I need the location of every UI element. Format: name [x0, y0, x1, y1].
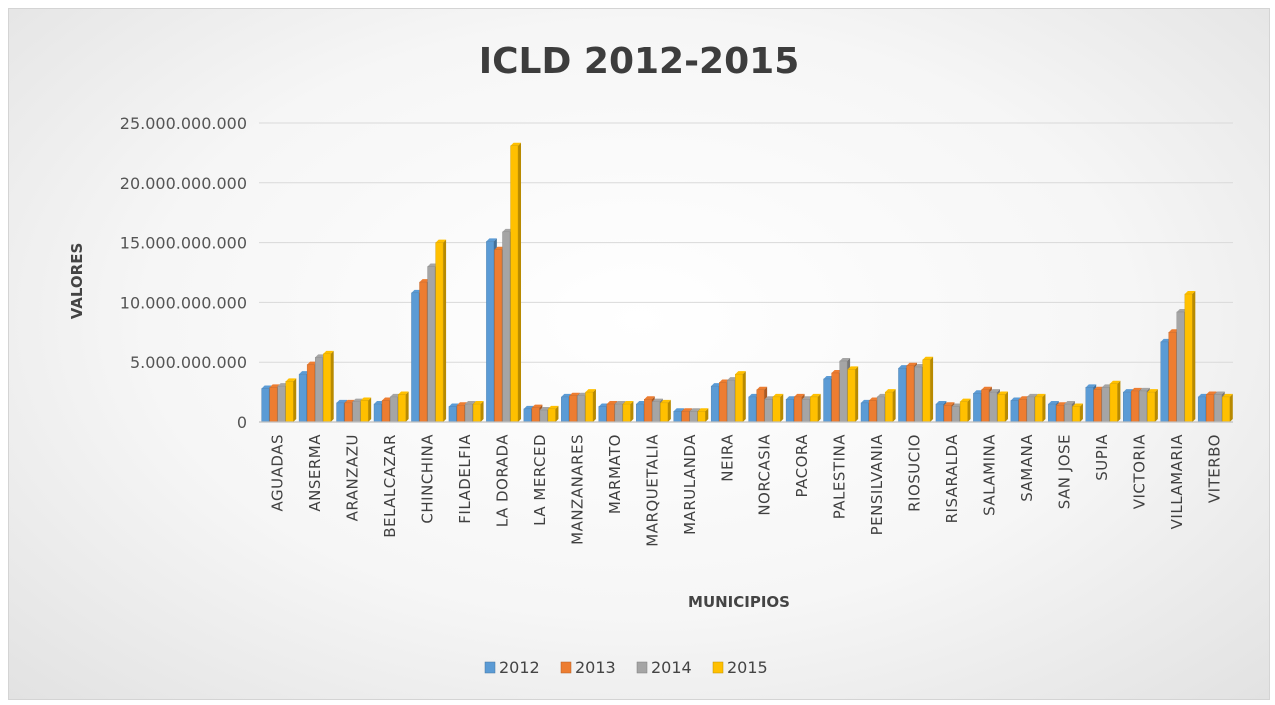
chart-title: ICLD 2012-2015 — [479, 41, 800, 82]
legend-item: 2013 — [560, 658, 616, 677]
x-tick-label: ARANZAZU — [344, 434, 362, 521]
x-tick-label: VICTORIA — [1130, 434, 1148, 509]
chart-area: ICLD 2012-2015 0 5.000.000.000 10.000.000.… — [8, 8, 1270, 700]
bar — [323, 350, 334, 423]
legend-label: 2013 — [575, 658, 616, 677]
bar — [1109, 380, 1121, 423]
x-tick-label: CHINCHINA — [419, 434, 437, 524]
x-tick-label: SALAMINA — [981, 434, 999, 516]
bar — [922, 356, 934, 423]
x-axis-label: MUNICIPIOS — [688, 593, 790, 611]
x-tick-label: MANZANARES — [568, 434, 586, 545]
legend-item: 2015 — [712, 658, 768, 677]
bar — [585, 389, 596, 423]
bar — [472, 401, 484, 423]
x-tick-label: SAN JOSE — [1055, 434, 1073, 509]
x-tick-label: AGUADAS — [269, 434, 287, 511]
gridlines — [259, 122, 1233, 363]
bar — [510, 142, 522, 423]
bar — [1147, 389, 1158, 423]
bar — [1072, 403, 1083, 423]
bars — [261, 142, 1233, 423]
x-tick-label: NORCASIA — [756, 434, 774, 516]
bar — [884, 389, 896, 423]
bar — [360, 397, 372, 423]
legend-label: 2015 — [727, 658, 768, 677]
bar — [1184, 291, 1196, 423]
x-tick-label: PALESTINA — [831, 434, 849, 520]
x-tick-label: MARQUETALIA — [643, 434, 661, 547]
x-tick-label: SUPIA — [1093, 434, 1111, 481]
legend-label: 2012 — [499, 658, 540, 677]
bar — [697, 408, 709, 423]
bar — [1034, 393, 1046, 423]
x-tick-label: SAMANA — [1018, 434, 1036, 502]
legend-swatch — [636, 661, 648, 674]
legend-swatch — [560, 661, 572, 674]
x-tick-label: LA MERCED — [531, 434, 549, 526]
legend-item: 2014 — [636, 658, 692, 677]
bar — [959, 398, 971, 423]
y-tick-label: 5.000.000.000 — [130, 353, 247, 372]
y-tick-label: 25.000.000.000 — [120, 114, 247, 133]
legend-item: 2012 — [484, 658, 540, 677]
legend-label: 2014 — [651, 658, 692, 677]
x-tick-label: FILADELFIA — [456, 434, 474, 524]
x-tick-label: PENSILVANIA — [868, 434, 886, 536]
y-tick-label: 15.000.000.000 — [120, 234, 247, 253]
y-tick-label: 10.000.000.000 — [120, 293, 247, 312]
bar — [1222, 393, 1233, 423]
x-tick-label: MARMATO — [606, 434, 624, 514]
y-axis-label: VALORES — [68, 243, 86, 320]
x-tick-label: PACORA — [793, 434, 811, 498]
x-tick-label: RISARALDA — [943, 434, 961, 524]
y-tick-label: 0 — [237, 413, 247, 432]
x-tick-label: BELALCAZAR — [381, 434, 399, 538]
x-tick-label: VILLAMARIA — [1168, 434, 1186, 530]
x-tick-label: NEIRA — [718, 434, 736, 482]
x-axis-ticks: AGUADAS ANSERMA ARANZAZU BELALCAZAR CHINCHIN… — [269, 434, 1224, 547]
y-tick-label: 20.000.000.000 — [120, 174, 247, 193]
x-tick-label: LA DORADA — [494, 434, 512, 527]
bar — [810, 393, 821, 423]
legend-swatch — [712, 661, 724, 674]
x-tick-label: MARULANDA — [681, 434, 699, 535]
y-axis-ticks: 0 5.000.000.000 10.000.000.000 15.000.000.0… — [120, 114, 247, 432]
legend-swatch — [484, 661, 496, 674]
bar — [735, 371, 746, 423]
x-tick-label: VITERBO — [1205, 434, 1223, 503]
bar — [547, 405, 559, 423]
bar — [435, 239, 447, 423]
legend: 2012 2013 2014 2015 — [484, 658, 768, 677]
bar — [397, 391, 409, 423]
bar — [622, 401, 634, 423]
bar — [997, 391, 1009, 423]
bar — [285, 378, 297, 423]
bar — [847, 366, 859, 423]
bar — [772, 393, 784, 423]
x-tick-label: RIOSUCIO — [906, 434, 924, 512]
bar — [660, 399, 671, 423]
x-tick-label: ANSERMA — [306, 434, 324, 512]
bar-chart: ICLD 2012-2015 0 5.000.000.000 10.000.000.… — [68, 41, 1233, 677]
